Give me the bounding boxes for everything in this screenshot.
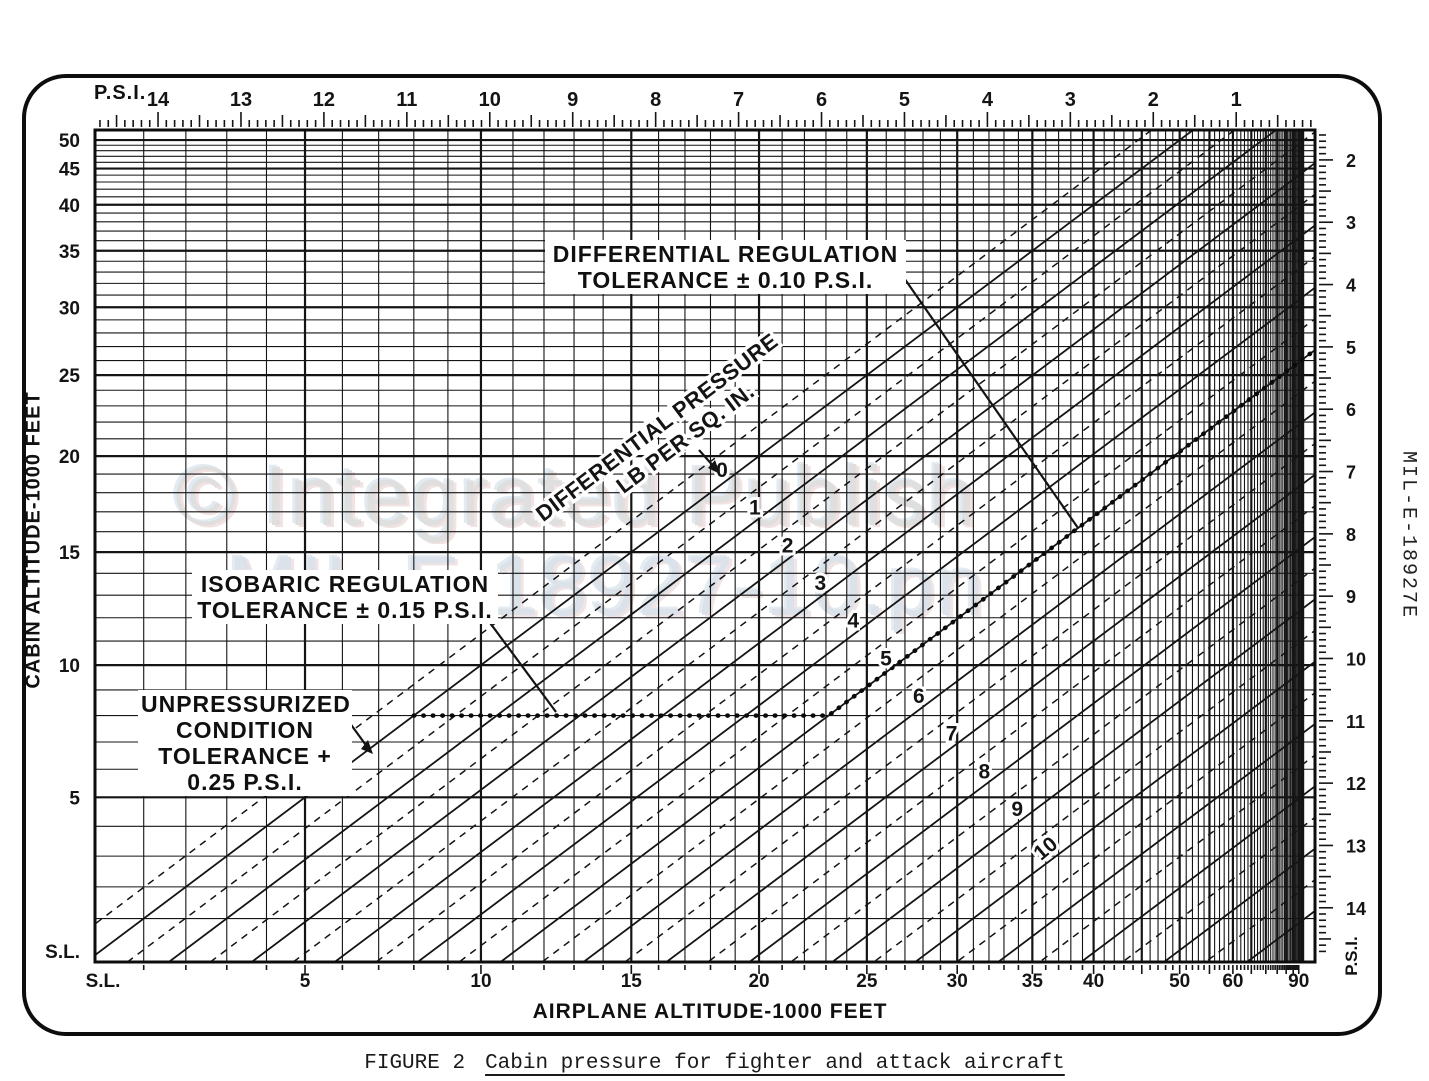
svg-text:25: 25 <box>856 971 878 992</box>
svg-text:S.L.: S.L. <box>45 942 80 963</box>
svg-text:45: 45 <box>59 160 81 181</box>
cabin-altitude-axis-label: CABIN ALTITUDE-1000 FEET <box>22 391 45 689</box>
bottom-altitude-ruler: S.L. 5 10 15 20 25 30 35 40 50 60 90 <box>86 965 1309 992</box>
svg-text:DIFFERENTIAL PRESSURE: DIFFERENTIAL PRESSURE <box>531 328 783 526</box>
svg-text:5: 5 <box>69 788 80 809</box>
svg-text:11: 11 <box>1346 712 1365 732</box>
svg-text:5: 5 <box>1346 338 1356 358</box>
watermark-line-1: © Integrated Publish <box>175 449 978 543</box>
annotation-line: UNPRESSURIZED <box>141 691 351 717</box>
svg-text:2: 2 <box>1148 89 1159 111</box>
figure-caption-prefix: FIGURE 2 <box>364 1052 466 1075</box>
svg-text:13: 13 <box>1346 836 1366 856</box>
svg-text:9: 9 <box>1346 587 1356 607</box>
svg-text:12: 12 <box>1346 774 1366 794</box>
svg-text:11: 11 <box>396 89 417 111</box>
annotation-line: 0.25 P.S.I. <box>187 769 303 795</box>
svg-text:7: 7 <box>946 723 958 746</box>
annotation-line: ISOBARIC REGULATION <box>200 571 490 597</box>
svg-text:6: 6 <box>1346 400 1356 420</box>
svg-text:S.L.: S.L. <box>86 971 121 992</box>
svg-text:4: 4 <box>982 89 994 111</box>
svg-text:8: 8 <box>979 760 991 783</box>
diagonal-title-arrow <box>698 449 720 474</box>
svg-text:35: 35 <box>1022 971 1044 992</box>
left-altitude-labels: 50 45 40 35 30 25 20 15 10 5 S.L. <box>45 131 80 963</box>
svg-text:9: 9 <box>1011 798 1023 821</box>
annotation-line: CONDITION <box>175 717 315 743</box>
svg-text:6: 6 <box>816 89 827 111</box>
svg-text:5: 5 <box>300 971 311 992</box>
annotation-line: TOLERANCE ± 0.10 P.S.I. <box>577 267 874 293</box>
svg-text:30: 30 <box>59 298 80 319</box>
svg-text:50: 50 <box>59 131 80 152</box>
svg-text:2: 2 <box>1346 151 1356 171</box>
svg-text:5: 5 <box>899 89 910 111</box>
svg-text:20: 20 <box>59 447 80 468</box>
svg-text:1: 1 <box>1231 89 1242 111</box>
svg-text:3: 3 <box>815 572 827 595</box>
figure-caption-title: Cabin pressure for fighter and attack ai… <box>485 1052 1065 1075</box>
svg-text:10: 10 <box>479 89 501 111</box>
svg-text:25: 25 <box>59 366 81 387</box>
svg-text:5: 5 <box>880 647 892 670</box>
document-number-side-label: MIL-E-18927E <box>1396 450 1420 620</box>
svg-text:30: 30 <box>947 971 968 992</box>
svg-text:8: 8 <box>1346 525 1356 545</box>
right-axis-label: P.S.I. <box>1342 936 1361 976</box>
svg-text:7: 7 <box>1346 463 1356 483</box>
svg-text:4: 4 <box>847 610 859 633</box>
svg-text:90: 90 <box>1288 971 1309 992</box>
svg-text:6: 6 <box>913 685 925 708</box>
svg-text:20: 20 <box>748 971 769 992</box>
svg-text:0: 0 <box>716 459 728 482</box>
annotation-leader-lines <box>335 251 1079 754</box>
airplane-altitude-axis-label: AIRPLANE ALTITUDE-1000 FEET <box>532 1000 888 1023</box>
svg-text:10: 10 <box>59 656 80 677</box>
svg-text:35: 35 <box>59 242 81 263</box>
svg-text:3: 3 <box>1065 89 1076 111</box>
svg-text:2: 2 <box>782 534 794 557</box>
svg-text:10: 10 <box>470 971 491 992</box>
svg-text:40: 40 <box>1083 971 1104 992</box>
svg-text:13: 13 <box>230 89 252 111</box>
annotation-line: DIFFERENTIAL REGULATION <box>552 241 899 267</box>
top-axis-label: P.S.I. <box>94 82 147 104</box>
figure-caption: FIGURE 2 Cabin pressure for fighter and a… <box>0 1052 1429 1075</box>
annotation-line: TOLERANCE + <box>158 743 332 769</box>
svg-text:60: 60 <box>1222 971 1243 992</box>
annotation-differential-regulation: DIFFERENTIAL REGULATION TOLERANCE ± 0.10… <box>545 240 906 294</box>
svg-text:3: 3 <box>1346 213 1356 233</box>
svg-text:12: 12 <box>313 89 335 111</box>
svg-text:7: 7 <box>733 89 744 111</box>
annotation-unpressurized-condition: UNPRESSURIZED CONDITION TOLERANCE + 0.25… <box>138 690 352 796</box>
differential-pressure-diagonals <box>95 130 1315 962</box>
svg-text:15: 15 <box>59 543 81 564</box>
right-psi-ruler: 2 3 4 5 6 7 8 9 10 11 12 13 14 <box>1319 134 1366 953</box>
svg-text:14: 14 <box>1346 899 1366 919</box>
svg-text:15: 15 <box>621 971 643 992</box>
top-psi-ruler: 14 13 12 11 10 9 8 7 6 5 4 3 2 1 <box>99 89 1312 127</box>
svg-text:8: 8 <box>650 89 661 111</box>
svg-text:10: 10 <box>1346 649 1366 669</box>
figure-border <box>22 74 1382 1036</box>
svg-text:50: 50 <box>1169 971 1190 992</box>
svg-text:4: 4 <box>1346 276 1356 296</box>
svg-text:14: 14 <box>147 89 170 111</box>
annotation-line: TOLERANCE ± 0.15 P.S.I. <box>197 597 493 623</box>
svg-text:9: 9 <box>567 89 578 111</box>
svg-text:40: 40 <box>59 196 80 217</box>
svg-text:1: 1 <box>749 497 761 520</box>
annotation-isobaric-regulation: ISOBARIC REGULATION TOLERANCE ± 0.15 P.S… <box>192 570 498 624</box>
svg-text:10: 10 <box>1029 832 1062 865</box>
